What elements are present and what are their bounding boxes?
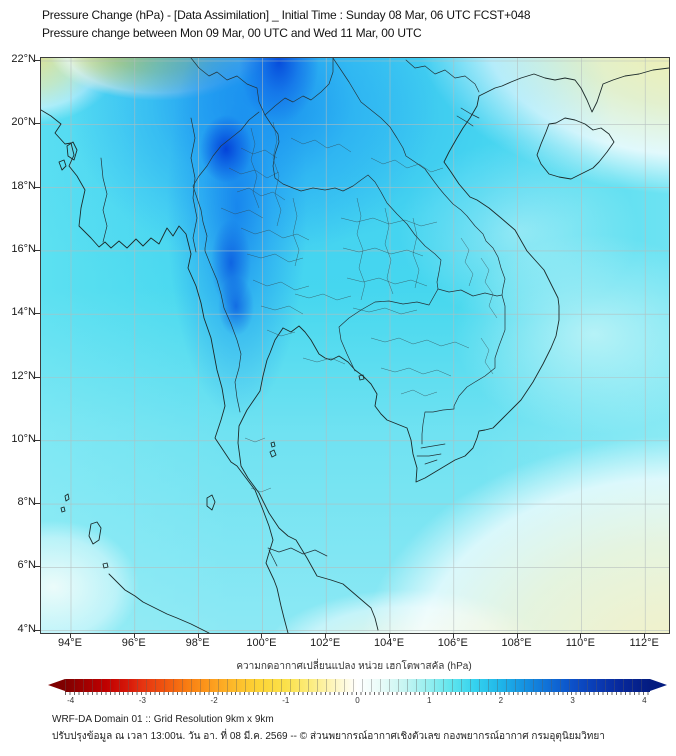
colorbar-title: ความกดอากาศเปลี่ยนแปลง หน่วย เฮกโตพาสคัล…	[236, 661, 472, 672]
colorbar-tick-label: -4	[67, 696, 75, 705]
lat-axis-tick	[35, 313, 40, 315]
lat-axis-tick	[35, 60, 40, 61]
lon-axis-tick	[70, 633, 71, 638]
colorbar-tick-label: 3	[570, 696, 575, 705]
islands	[58, 141, 365, 569]
grid-lines	[41, 58, 669, 633]
colorbar-tick-label: 2	[498, 696, 504, 705]
lon-axis-tick	[452, 633, 454, 638]
border-myanmar-thailand	[192, 111, 260, 413]
lat-axis-label: 18°N	[11, 179, 36, 192]
border-malaysia	[267, 547, 328, 557]
colorbar-tick-label: -2	[210, 696, 218, 705]
map-plot-area	[40, 57, 670, 634]
colorbar-tick-label: 0	[355, 696, 360, 705]
lat-axis-label: 22°N	[11, 53, 36, 65]
border-laos-vietnam-cambodia	[332, 58, 506, 445]
lon-axis-label: 98°E	[185, 637, 210, 649]
lon-axis-label: 106°E	[437, 637, 468, 649]
lat-axis-label: 8°N	[17, 496, 36, 509]
lat-axis-tick	[35, 123, 40, 125]
colorbar-right-arrow	[650, 679, 667, 691]
lon-axis-label: 112°E	[629, 637, 659, 649]
lon-axis-label: 100°E	[246, 637, 277, 649]
colorbar-tick-label: -1	[282, 696, 290, 705]
coastline-sumatra	[108, 573, 210, 633]
lon-axis-tick	[325, 633, 327, 638]
lon-axis-label: 94°E	[58, 637, 82, 649]
chart-title: Pressure Change (hPa) - [Data Assimilati…	[42, 8, 531, 22]
colorbar-minor-ticks	[65, 692, 650, 695]
lat-axis-label: 14°N	[11, 306, 36, 319]
lat-axis-label: 10°N	[11, 432, 36, 445]
lat-axis-tick	[35, 503, 40, 505]
pressure-change-field	[41, 58, 669, 633]
coastline-vietnam-china	[282, 67, 669, 483]
footer-update-credit: ปรับปรุงข้อมูล ณ เวลา 13:00น. วัน อา. ที…	[52, 731, 605, 742]
chart-subtitle: Pressure change between Mon 09 Mar, 00 U…	[42, 26, 422, 40]
lat-axis-tick	[35, 439, 40, 441]
border-thailand-laos-mekong	[264, 114, 503, 297]
lon-axis-label: 102°E	[310, 637, 341, 649]
border-thailand-cambodia	[338, 288, 439, 372]
lon-axis-label: 104°E	[373, 637, 405, 649]
lat-axis-tick	[35, 629, 40, 631]
colorbar-tick-label: 4	[642, 696, 647, 705]
lon-axis-label: 108°E	[501, 637, 532, 649]
lon-axis-tick	[133, 633, 135, 638]
lon-axis-label: 96°E	[121, 637, 146, 649]
lat-axis-label: 16°N	[11, 242, 36, 255]
lat-axis-label: 4°N	[17, 622, 36, 635]
lon-axis-tick	[580, 633, 582, 638]
coastline-hainan	[536, 117, 615, 180]
lat-axis-label: 20°N	[11, 116, 36, 129]
lon-axis-label: 110°E	[565, 637, 596, 649]
border-china	[190, 58, 480, 116]
lon-axis-tick	[261, 633, 263, 638]
lon-axis-tick	[389, 633, 390, 638]
colorbar-tick-label: 1	[426, 696, 432, 705]
colorbar-tick-label: -3	[138, 696, 146, 705]
rivers-deltas	[100, 107, 480, 567]
map-boundaries-overlay	[41, 58, 669, 633]
colorbar-left-arrow	[48, 679, 65, 691]
lat-axis-tick	[35, 249, 40, 251]
coastline-myanmar	[41, 109, 289, 633]
lat-axis-label: 12°N	[11, 369, 36, 382]
lat-axis-tick	[35, 566, 40, 568]
lat-axis-tick	[35, 376, 40, 378]
lon-axis-tick	[644, 633, 646, 638]
footer-domain-info: WRF-DA Domain 01 :: Grid Resolution 9km …	[52, 714, 274, 725]
province-boundaries	[220, 121, 498, 493]
lat-axis-tick	[35, 186, 40, 188]
lat-axis-label: 6°N	[17, 559, 36, 572]
coastline-gulf-west	[237, 327, 379, 631]
lon-axis-tick	[197, 633, 199, 638]
lon-axis-tick	[516, 633, 518, 638]
colorbar	[65, 679, 650, 692]
